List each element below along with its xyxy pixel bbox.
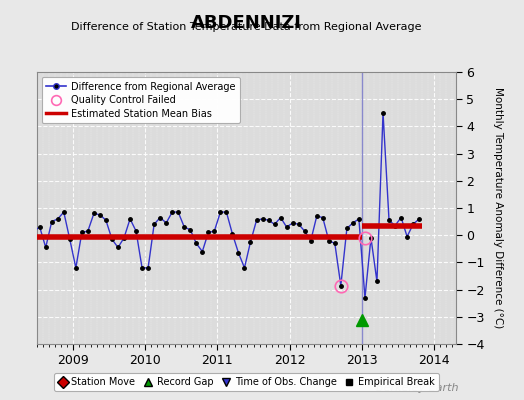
- Text: Difference of Station Temperature Data from Regional Average: Difference of Station Temperature Data f…: [71, 22, 421, 32]
- Y-axis label: Monthly Temperature Anomaly Difference (°C): Monthly Temperature Anomaly Difference (…: [493, 87, 503, 329]
- Legend: Difference from Regional Average, Quality Control Failed, Estimated Station Mean: Difference from Regional Average, Qualit…: [41, 77, 240, 123]
- Text: ABDENNIZI: ABDENNIZI: [191, 14, 302, 32]
- Text: Berkeley Earth: Berkeley Earth: [376, 383, 458, 393]
- Legend: Station Move, Record Gap, Time of Obs. Change, Empirical Break: Station Move, Record Gap, Time of Obs. C…: [54, 373, 439, 391]
